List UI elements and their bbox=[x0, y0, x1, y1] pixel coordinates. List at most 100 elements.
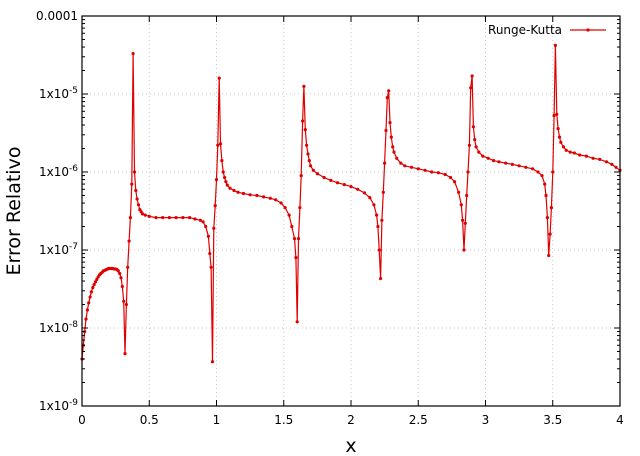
data-point bbox=[93, 280, 98, 284]
data-point bbox=[443, 172, 447, 177]
data-point bbox=[193, 217, 197, 221]
data-point bbox=[279, 201, 283, 205]
data-point bbox=[132, 170, 137, 174]
data-point bbox=[268, 196, 272, 200]
data-point bbox=[224, 180, 228, 184]
data-point bbox=[120, 284, 124, 289]
data-point bbox=[614, 165, 618, 169]
data-point bbox=[124, 302, 128, 307]
data-point bbox=[553, 43, 558, 48]
data-point bbox=[430, 170, 434, 174]
data-point bbox=[349, 185, 353, 189]
data-point bbox=[524, 165, 528, 169]
data-point bbox=[255, 193, 259, 198]
data-point bbox=[298, 206, 302, 210]
data-point bbox=[471, 125, 475, 129]
data-point bbox=[598, 157, 602, 161]
data-point bbox=[463, 221, 467, 225]
data-point bbox=[557, 135, 562, 139]
data-point bbox=[473, 138, 477, 142]
data-point bbox=[274, 198, 278, 202]
data-point bbox=[342, 183, 346, 187]
data-point bbox=[545, 216, 550, 220]
x-tick-label: 0.5 bbox=[140, 413, 159, 427]
data-point bbox=[548, 232, 552, 236]
y-tick-labels: 1x10-9 1x10-8 1x10-7 1x10-6 1x10-5 0.0001 bbox=[36, 9, 78, 413]
data-point bbox=[296, 237, 301, 241]
data-point bbox=[591, 156, 595, 160]
legend-marker-sample bbox=[586, 28, 590, 32]
data-point bbox=[477, 150, 481, 154]
data-point bbox=[290, 224, 294, 229]
data-point bbox=[154, 216, 158, 220]
data-point bbox=[568, 150, 572, 154]
data-point bbox=[307, 159, 311, 163]
data-point bbox=[329, 178, 333, 182]
data-point bbox=[461, 218, 465, 222]
data-point bbox=[214, 178, 219, 182]
data-point bbox=[322, 175, 326, 180]
data-point bbox=[315, 172, 319, 176]
data-point bbox=[584, 154, 589, 158]
data-point bbox=[161, 216, 165, 220]
axis-ticks bbox=[81, 15, 621, 407]
data-point bbox=[220, 159, 224, 163]
data-point bbox=[497, 160, 501, 164]
data-point bbox=[241, 191, 245, 196]
data-point bbox=[294, 256, 298, 260]
data-point bbox=[536, 170, 540, 174]
data-point bbox=[387, 89, 391, 93]
data-point bbox=[469, 86, 473, 90]
data-point bbox=[384, 128, 388, 133]
data-point bbox=[368, 196, 372, 200]
x-tick-label: 1.5 bbox=[274, 413, 293, 427]
legend-label: Runge-Kutta bbox=[488, 23, 562, 37]
data-point bbox=[572, 151, 576, 155]
data-point bbox=[216, 143, 220, 147]
data-point bbox=[385, 96, 389, 100]
x-tick-label: 3.5 bbox=[543, 413, 562, 427]
legend: Runge-Kutta bbox=[488, 23, 606, 37]
data-point bbox=[372, 203, 376, 207]
data-point bbox=[416, 167, 420, 171]
data-point bbox=[126, 265, 130, 269]
x-tick-label: 4 bbox=[616, 413, 624, 427]
data-point bbox=[459, 203, 463, 207]
data-point bbox=[206, 234, 210, 238]
data-point bbox=[392, 150, 396, 154]
data-point bbox=[201, 220, 205, 224]
data-point bbox=[462, 248, 466, 252]
data-point bbox=[492, 159, 496, 163]
data-point bbox=[356, 187, 360, 191]
plot-area bbox=[80, 43, 622, 364]
data-point bbox=[198, 218, 202, 222]
data-point bbox=[116, 269, 120, 273]
data-point bbox=[123, 352, 127, 356]
data-point bbox=[130, 182, 134, 186]
data-point bbox=[119, 276, 123, 280]
x-axis-title: x bbox=[345, 435, 356, 456]
data-point bbox=[457, 190, 461, 194]
plot-frame bbox=[81, 15, 621, 407]
data-point bbox=[208, 252, 212, 256]
data-point bbox=[306, 152, 310, 156]
data-point bbox=[383, 161, 387, 165]
data-point bbox=[547, 253, 551, 258]
data-point bbox=[228, 186, 232, 190]
data-point bbox=[87, 301, 91, 305]
data-point bbox=[556, 127, 560, 131]
data-point bbox=[448, 175, 453, 180]
grid-lines bbox=[82, 16, 620, 406]
data-point bbox=[128, 216, 132, 220]
data-point bbox=[409, 165, 414, 169]
data-point bbox=[578, 153, 582, 157]
data-point bbox=[122, 299, 126, 303]
data-point bbox=[167, 216, 171, 220]
x-tick-labels: 0 0.5 1 1.5 2 2.5 3 3.5 4 bbox=[78, 413, 624, 427]
data-point bbox=[232, 188, 236, 193]
data-point bbox=[481, 154, 485, 158]
data-point bbox=[147, 214, 151, 218]
data-point bbox=[287, 213, 291, 217]
data-point bbox=[375, 213, 379, 217]
